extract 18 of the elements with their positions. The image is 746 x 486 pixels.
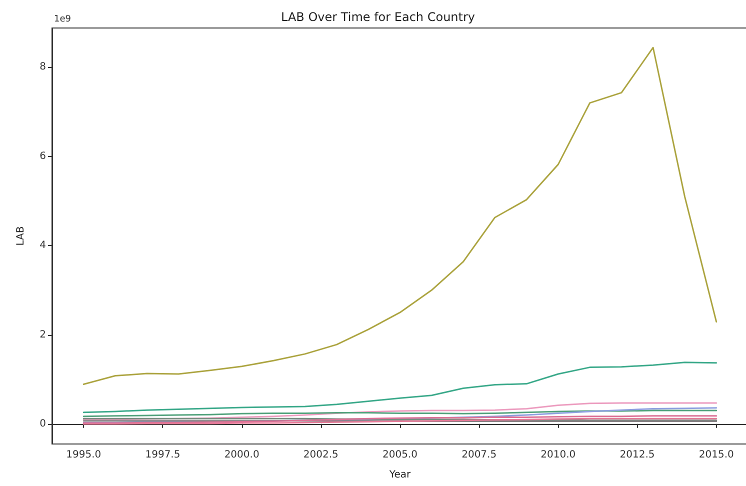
x-tick-label: 2005.0 bbox=[382, 450, 418, 460]
x-tick-label: 1997.5 bbox=[145, 450, 180, 460]
x-tick-label: 2002.5 bbox=[303, 450, 338, 460]
x-tick-label: 2010.0 bbox=[540, 450, 576, 460]
y-tick-label: 0 bbox=[40, 418, 46, 430]
x-tick-label: 2007.5 bbox=[462, 450, 497, 460]
x-tick-label: 1995.0 bbox=[66, 450, 102, 460]
y-tick-label: 6 bbox=[40, 150, 46, 162]
x-tick-label: 2000.0 bbox=[224, 450, 260, 460]
x-axis-title: Year bbox=[388, 470, 412, 480]
y-tick-label: 8 bbox=[40, 62, 46, 73]
y-tick-label: 4 bbox=[40, 240, 46, 252]
y-tick-label: 2 bbox=[40, 329, 46, 340]
x-tick-label: 2012.5 bbox=[620, 450, 655, 460]
chart-title: LAB Over Time for Each Country bbox=[280, 10, 476, 24]
text: 1e9 bbox=[54, 14, 72, 24]
x-tick-label: 2015.0 bbox=[698, 450, 734, 460]
y-axis-title: LAB bbox=[16, 226, 26, 246]
